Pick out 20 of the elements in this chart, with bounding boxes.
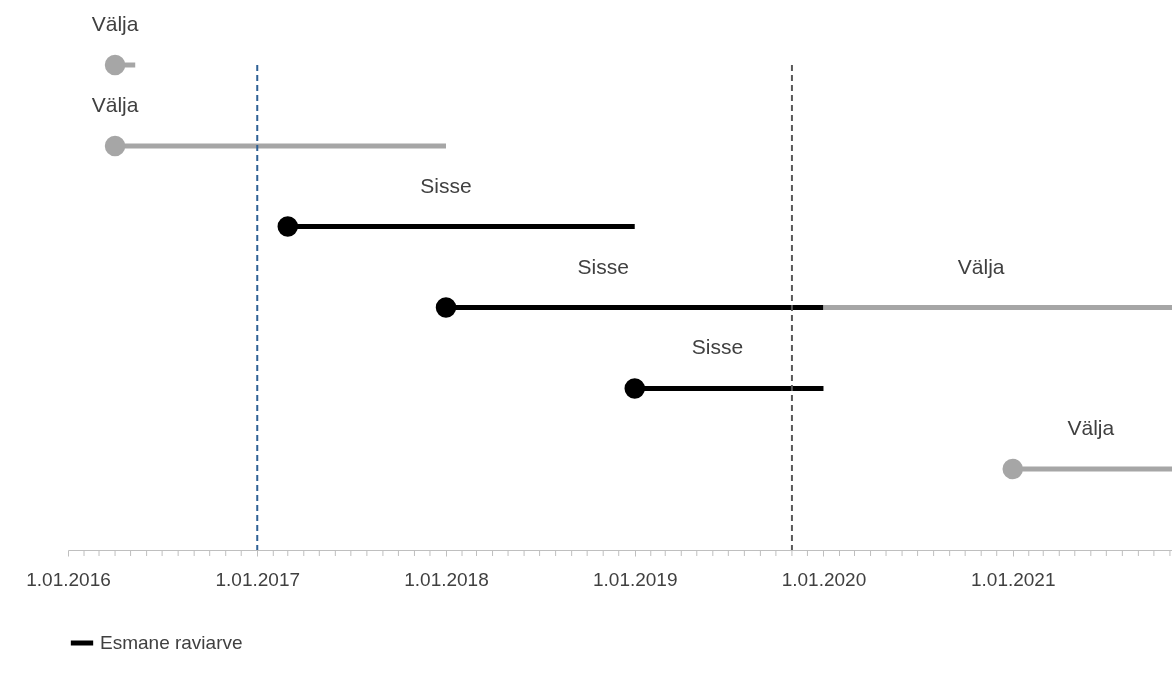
point — [1002, 458, 1023, 480]
annotation: Välja — [91, 12, 139, 35]
x-tick-label: 1.01.2021 — [970, 568, 1056, 590]
x-tick-label: 1.01.2016 — [26, 568, 111, 590]
point — [277, 216, 299, 237]
annotation: Välja — [1067, 416, 1115, 440]
legend-label: Esmane raviarve — [100, 632, 243, 653]
annotation: Sisse — [420, 173, 472, 197]
x-tick-label: 1.01.2019 — [592, 568, 678, 590]
x-tick-label: 1.01.2018 — [404, 568, 489, 590]
point — [104, 54, 126, 76]
annotation: Välja — [91, 92, 139, 116]
x-tick-label: 1.01.2020 — [781, 568, 867, 590]
point — [624, 378, 645, 399]
annotation: Välja — [957, 254, 1005, 278]
x-tick-label: 1.01.2017 — [215, 568, 301, 590]
annotation: Sisse — [577, 254, 629, 278]
annotation: Sisse — [691, 335, 744, 359]
point — [104, 135, 126, 157]
point — [435, 297, 457, 318]
